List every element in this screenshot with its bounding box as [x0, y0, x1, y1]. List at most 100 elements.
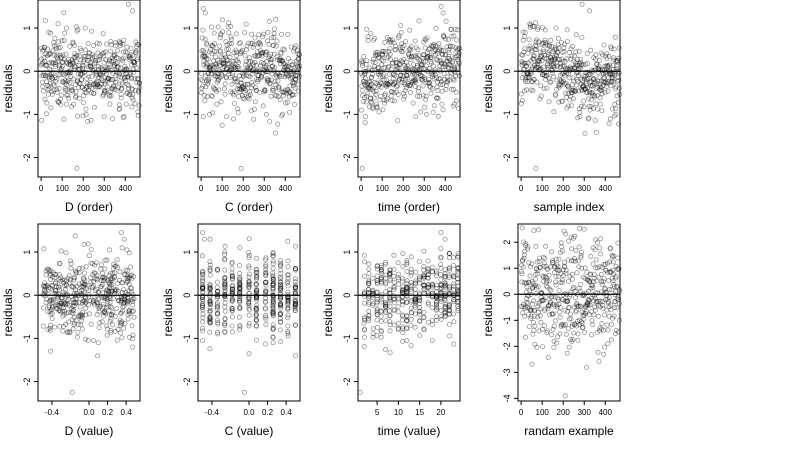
data-point	[248, 108, 254, 114]
data-point	[616, 45, 622, 51]
data-point	[79, 85, 85, 91]
data-point	[375, 52, 381, 58]
data-point	[383, 83, 389, 89]
data-point	[61, 116, 67, 122]
data-point	[399, 278, 405, 284]
data-point	[237, 51, 243, 57]
data-point	[281, 67, 287, 73]
data-point	[291, 48, 297, 54]
y-axis-label: residuals	[1, 288, 15, 336]
data-point	[199, 85, 205, 91]
data-point	[86, 82, 92, 88]
data-point	[388, 93, 394, 99]
data-point	[372, 79, 378, 85]
data-point	[576, 244, 582, 250]
x-tick-label: 200	[557, 184, 571, 193]
data-point	[385, 81, 391, 87]
data-point	[77, 53, 83, 59]
data-point	[378, 93, 384, 99]
data-point	[383, 275, 389, 281]
data-point	[59, 65, 65, 71]
data-point	[285, 289, 291, 295]
data-point	[374, 80, 380, 86]
data-point	[129, 76, 135, 82]
data-point	[57, 63, 63, 69]
data-point	[526, 37, 532, 43]
data-point	[292, 76, 298, 82]
data-point	[225, 46, 231, 52]
data-point	[48, 30, 54, 36]
data-point	[46, 86, 52, 92]
data-point	[364, 26, 370, 32]
data-point	[101, 60, 107, 66]
data-point	[109, 86, 115, 92]
data-point	[428, 90, 434, 96]
data-point	[83, 53, 89, 59]
data-point	[128, 46, 134, 52]
data-point	[263, 59, 269, 65]
data-point	[70, 60, 76, 66]
data-point	[243, 73, 249, 79]
data-point	[126, 53, 132, 59]
data-point	[228, 36, 234, 42]
data-point	[260, 50, 266, 56]
data-point	[226, 61, 232, 67]
y-tick-label: -1	[502, 316, 512, 324]
x-tick-label: 200	[557, 408, 571, 417]
data-point	[74, 24, 80, 30]
data-point	[440, 10, 446, 16]
data-point	[256, 73, 262, 79]
y-tick-label: -2	[22, 378, 32, 386]
data-point	[555, 334, 561, 340]
data-point	[388, 57, 394, 63]
data-point	[446, 255, 452, 261]
data-point	[94, 72, 100, 78]
data-point	[51, 40, 57, 46]
data-point	[201, 62, 207, 68]
data-point	[131, 59, 137, 65]
data-point	[595, 106, 601, 112]
data-point	[551, 345, 557, 351]
data-point	[593, 52, 599, 58]
data-point	[288, 65, 294, 71]
data-point	[286, 94, 292, 100]
data-point	[84, 58, 90, 64]
data-point	[217, 62, 223, 68]
data-point	[280, 93, 286, 99]
data-point	[215, 74, 221, 80]
data-point	[584, 51, 590, 57]
data-point	[410, 100, 416, 106]
data-point	[217, 35, 223, 41]
data-point	[555, 35, 561, 41]
x-tick-label: 5	[375, 408, 380, 417]
data-point	[386, 49, 392, 55]
data-point	[408, 254, 414, 260]
data-point	[238, 77, 244, 83]
data-point	[128, 55, 134, 61]
data-point	[75, 71, 81, 77]
data-point	[78, 71, 84, 77]
data-point	[278, 51, 284, 57]
data-point	[558, 240, 564, 246]
data-point	[372, 64, 378, 70]
data-point	[285, 32, 291, 38]
data-point	[42, 44, 48, 50]
y-tick-label: 2	[502, 240, 512, 245]
data-point	[233, 58, 239, 64]
data-point	[99, 319, 105, 325]
data-point	[266, 65, 272, 71]
x-tick-label: 0.0	[243, 408, 255, 417]
data-point	[85, 241, 91, 247]
x-tick-label: 300	[578, 184, 592, 193]
data-point	[388, 39, 394, 45]
data-point	[246, 96, 252, 102]
x-tick-label: 300	[578, 408, 592, 417]
data-point	[248, 64, 254, 70]
data-point	[62, 72, 68, 78]
data-point	[255, 41, 261, 47]
data-point	[393, 57, 399, 63]
data-point	[61, 37, 67, 43]
data-point	[581, 226, 587, 232]
data-point	[453, 98, 459, 104]
data-point	[232, 76, 238, 82]
